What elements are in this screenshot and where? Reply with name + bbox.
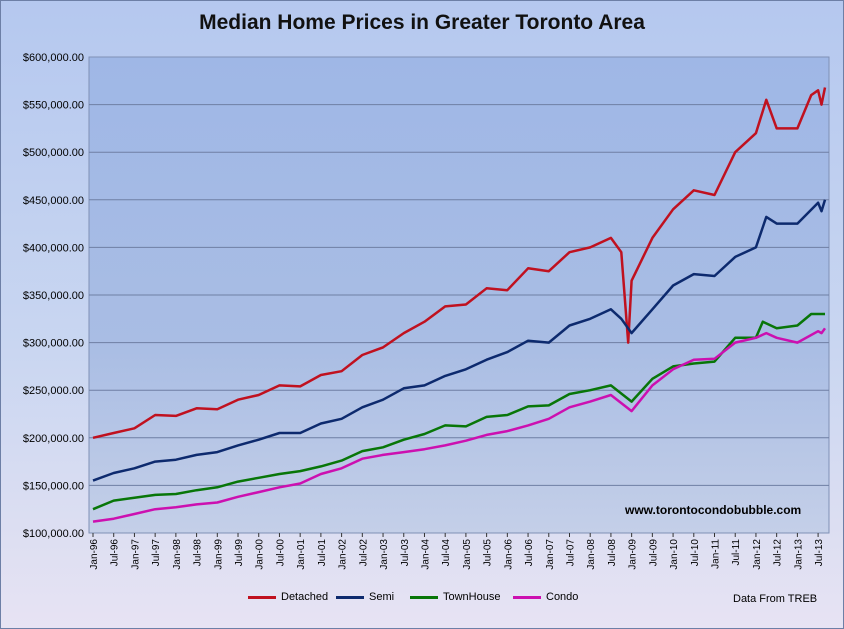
x-tick-label: Jan-05: [462, 539, 473, 570]
x-tick-label: Jul-98: [193, 539, 204, 567]
y-tick-label: $600,000.00: [23, 52, 84, 64]
x-tick-label: Jan-97: [130, 539, 141, 570]
series-line-townhouse: [92, 312, 825, 511]
x-tick-label: Jan-10: [669, 539, 680, 570]
legend-label: Condo: [546, 591, 579, 603]
legend-swatch: [336, 595, 364, 599]
y-tick-label: $200,000.00: [23, 433, 84, 445]
y-axis: $100,000.00 $150,000.00 $200,000.00 $250,00…: [23, 52, 84, 540]
x-tick-label: Jan-07: [545, 539, 556, 570]
legend-label: Detached: [281, 591, 329, 603]
x-tick-label: Jan-98: [172, 539, 183, 570]
x-tick-label: Jan-00: [255, 539, 266, 570]
x-tick-label: Jul-97: [151, 539, 162, 567]
x-tick-label: Jan-99: [213, 539, 224, 570]
series-line-condo: [92, 327, 827, 523]
legend-label: Semi: [369, 591, 395, 603]
x-tick-label: Jan-08: [586, 539, 597, 570]
series-line-semi: [92, 199, 827, 482]
x-tick-label: Jul-11: [731, 539, 742, 566]
y-tick-label: $150,000.00: [23, 480, 84, 492]
legend-swatch: [410, 595, 438, 599]
x-tick-label: Jan-96: [89, 539, 100, 570]
legend-item-semi: Semi: [336, 591, 394, 603]
legend-swatch: [248, 595, 276, 599]
x-tick-label: Jan-04: [420, 539, 431, 570]
x-tick-label: Jul-00: [275, 539, 286, 567]
x-tick-label: Jul-99: [234, 539, 245, 567]
x-tick-label: Jul-03: [400, 539, 411, 567]
data-source-credit: Data From TREB: [733, 593, 818, 605]
x-tick-label: Jul-10: [690, 539, 701, 567]
y-tick-label: $450,000.00: [23, 195, 84, 207]
legend-label: TownHouse: [443, 591, 501, 603]
x-tick-label: Jul-04: [441, 539, 452, 567]
x-tick-label: Jan-12: [752, 539, 763, 570]
series-line-detached: [92, 87, 827, 440]
x-tick-label: Jan-13: [793, 539, 804, 570]
x-tick-label: Jan-02: [338, 539, 349, 570]
x-tick-label: Jan-01: [296, 539, 307, 570]
y-tick-label: $100,000.00: [23, 528, 84, 540]
y-tick-label: $350,000.00: [23, 290, 84, 302]
y-tick-label: $300,000.00: [23, 338, 84, 350]
x-tick-label: Jul-01: [317, 539, 328, 567]
legend-item-condo: Condo: [513, 591, 578, 603]
series-lines: [92, 87, 827, 523]
chart-title: Median Home Prices in Greater Toronto Ar…: [199, 11, 645, 34]
y-tick-label: $250,000.00: [23, 385, 84, 397]
legend-swatch: [513, 595, 541, 599]
x-tick-label: Jul-06: [524, 539, 535, 567]
x-tick-label: Jul-02: [358, 539, 369, 567]
watermark-url: www.torontocondobubble.com: [625, 503, 802, 517]
x-tick-label: Jul-09: [648, 539, 659, 567]
legend-item-detached: Detached: [248, 591, 328, 603]
x-tick-label: Jul-07: [565, 539, 576, 567]
x-tick-label: Jul-96: [110, 539, 121, 567]
y-tick-label: $500,000.00: [23, 147, 84, 159]
x-tick-label: Jan-06: [503, 539, 514, 570]
grid-lines: [89, 104, 829, 486]
x-tick-label: Jan-11: [711, 539, 722, 569]
legend: Detached Semi TownHouse Condo: [1, 591, 701, 611]
x-tick-label: Jan-03: [379, 539, 390, 570]
y-tick-label: $400,000.00: [23, 242, 84, 254]
x-tick-label: Jul-08: [607, 539, 618, 567]
legend-item-townhouse: TownHouse: [410, 591, 500, 603]
x-tick-label: Jul-12: [773, 539, 784, 567]
x-tick-label: Jul-05: [483, 539, 494, 567]
x-axis: Jan-96 Jul-96 Jan-97 Jul-97 Jan-98 Jul-98 Jan-…: [89, 533, 825, 570]
y-tick-label: $550,000.00: [23, 100, 84, 112]
x-tick-label: Jan-09: [628, 539, 639, 570]
x-tick-label: Jul-13: [814, 539, 825, 567]
